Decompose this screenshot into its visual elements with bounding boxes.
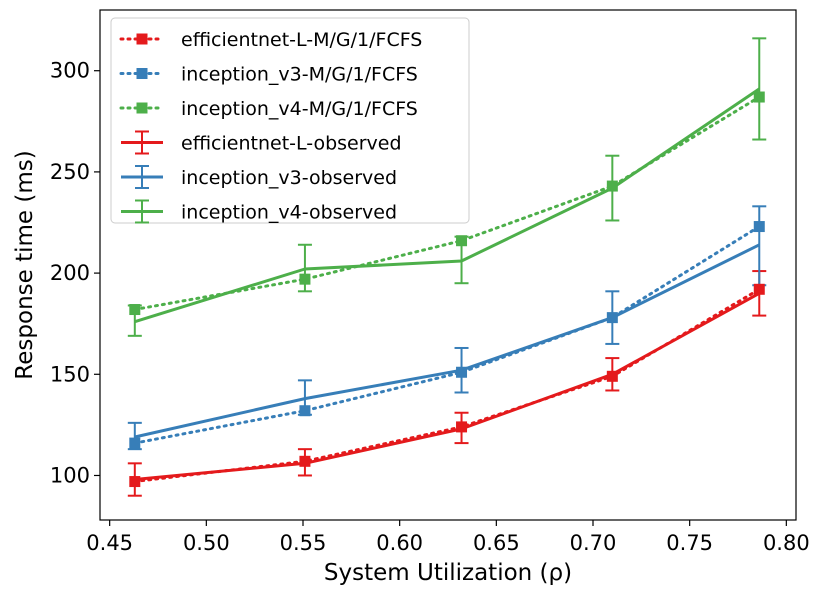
data-point [456,366,468,378]
data-point [299,455,311,467]
legend-label: inception_v4-M/G/1/FCFS [181,98,418,120]
series-inception-v4-m-g-1-fcfs [129,91,765,316]
legend: efficientnet-L-M/G/1/FCFS inception_v3-M/… [110,17,470,224]
y-axis-label: Response time (ms) [12,150,38,379]
x-tick-label: 0.45 [86,531,133,555]
y-tick-label: 100 [50,463,90,487]
plot-area [127,37,767,497]
x-axis-label: System Utilization (ρ) [324,560,572,586]
x-tick-label: 0.80 [763,531,810,555]
data-point [606,312,618,324]
data-point [456,235,468,247]
axis-ticks: 0.45 0.50 0.55 0.60 0.65 0.70 0.75 0.80 100 150 20… [50,59,810,555]
legend-swatch-marker [136,102,148,114]
observed-line [134,291,761,481]
legend-label: efficientnet-L-M/G/1/FCFS [181,29,422,51]
observed-line [134,243,760,439]
legend-item-efficientnet-l-observed: efficientnet-L-observed [121,130,402,155]
data-point [753,221,765,233]
data-point [753,91,765,103]
legend-box [110,17,470,224]
data-point [606,180,618,192]
legend-label: efficientnet-L-observed [181,133,402,155]
y-tick-label: 150 [50,362,90,386]
y-tick-label: 300 [50,59,90,83]
legend-swatch-marker [136,68,148,79]
data-point [129,304,141,316]
data-point [299,405,311,417]
model-line [133,95,761,311]
x-tick-label: 0.55 [280,531,327,555]
legend-item-inception-v4-m-g-1-fcfs: inception_v4-M/G/1/FCFS [119,98,418,120]
legend-label: inception_v3-observed [181,167,397,189]
legend-item-inception-v3-observed: inception_v3-observed [121,165,397,189]
x-tick-label: 0.70 [570,531,617,555]
data-point [299,273,311,285]
x-tick-label: 0.50 [183,531,230,555]
x-tick-label: 0.65 [473,531,520,555]
y-tick-label: 250 [50,160,90,184]
legend-item-inception-v4-observed: inception_v4-observed [121,199,397,224]
legend-swatch-marker [136,33,148,45]
model-line [133,225,761,445]
legend-label: inception_v4-observed [181,202,397,224]
legend-item-inception-v3-m-g-1-fcfs: inception_v3-M/G/1/FCFS [119,64,418,86]
legend-label: inception_v3-M/G/1/FCFS [181,64,418,86]
model-line [133,287,761,483]
series-inception-v3-observed [127,205,767,451]
series-efficientnet-l-observed [127,270,767,497]
data-point [753,283,765,295]
x-tick-label: 0.60 [376,531,423,555]
series-inception-v3-m-g-1-fcfs [129,221,765,449]
legend-item-efficientnet-l-m-g-1-fcfs: efficientnet-L-M/G/1/FCFS [119,29,422,51]
data-point [129,476,141,488]
y-tick-label: 200 [50,261,90,285]
data-point [456,421,468,433]
series-efficientnet-l-m-g-1-fcfs [129,283,765,488]
data-point [129,437,141,449]
plot-frame [99,9,797,521]
x-tick-label: 0.75 [666,531,713,555]
data-point [606,370,618,382]
